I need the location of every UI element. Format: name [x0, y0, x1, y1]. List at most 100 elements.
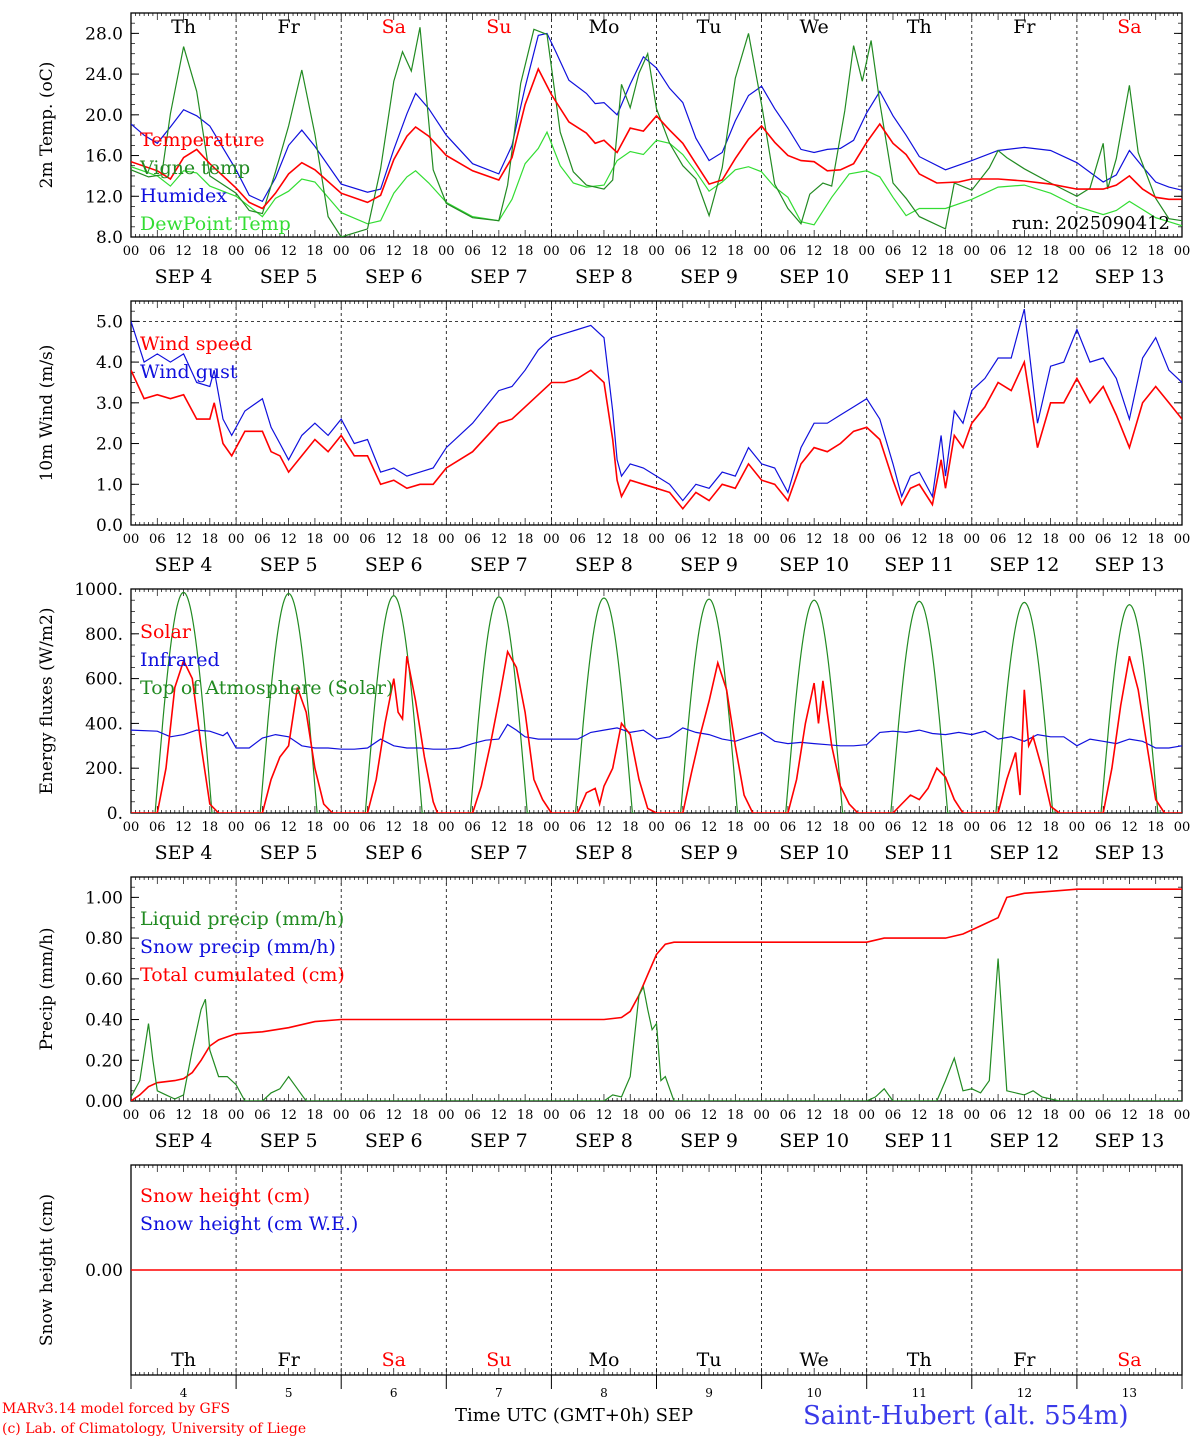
day-of-week-label: Th — [907, 16, 932, 38]
hour-tick-label: 06 — [990, 532, 1007, 547]
panel-4: 0.00 0.20 0.40 0.60 0.80 1.00 Precip (mm/h) Liq… — [37, 876, 1190, 1152]
date-label: SEP 5 — [260, 842, 318, 864]
series-line-vigne-temp — [131, 27, 1182, 237]
y-axis-label: Precip (mm/h) — [37, 927, 57, 1050]
hour-tick-label: 12 — [596, 244, 613, 259]
hour-tick-label: 12 — [1121, 532, 1138, 547]
hour-tick-label: 06 — [464, 244, 481, 259]
hour-tick-label: 18 — [622, 1108, 639, 1123]
hour-tick-label: 06 — [254, 820, 271, 835]
day-of-week-label: Su — [486, 1349, 511, 1371]
hour-tick-label: 00 — [964, 820, 981, 835]
x-axis-label: Time UTC (GMT+0h) SEP — [455, 1405, 694, 1426]
series-line-infrared — [131, 723, 1182, 750]
series-line-wind-gust — [131, 308, 1182, 502]
hour-tick-label: 00 — [964, 532, 981, 547]
series-line-liquid-precip-mm-h- — [131, 958, 1182, 1101]
hour-tick-label: 18 — [832, 820, 849, 835]
hour-tick-label: 06 — [675, 1108, 692, 1123]
legend-entry: Wind speed — [140, 333, 252, 355]
y-tick-label: 0.00 — [85, 1092, 123, 1112]
day-of-month-label: 7 — [495, 1386, 503, 1400]
hour-tick-label: 18 — [202, 244, 219, 259]
hour-tick-label: 12 — [491, 820, 508, 835]
hour-tick-label: 00 — [964, 244, 981, 259]
copyright-credit: (c) Lab. of Climatology, University of L… — [2, 1421, 307, 1437]
hour-tick-label: 06 — [885, 532, 902, 547]
series-line-dewpoint-temp — [131, 130, 1182, 227]
date-label: SEP 7 — [470, 266, 528, 288]
legend-entry: Total cumulated (cm) — [140, 964, 345, 986]
hour-tick-label: 18 — [517, 532, 534, 547]
hour-tick-label: 12 — [491, 244, 508, 259]
day-of-week-label: Sa — [1117, 1349, 1141, 1371]
hour-tick-label: 18 — [1147, 820, 1164, 835]
hour-tick-label: 18 — [1147, 532, 1164, 547]
date-label: SEP 6 — [365, 266, 423, 288]
series-line-wind-speed — [131, 359, 1182, 510]
y-tick-label: 0.0 — [96, 516, 123, 536]
hour-tick-label: 06 — [464, 1108, 481, 1123]
hour-tick-label: 00 — [648, 532, 665, 547]
hour-tick-label: 12 — [280, 820, 297, 835]
hour-tick-label: 12 — [701, 532, 718, 547]
hour-tick-label: 18 — [937, 532, 954, 547]
hour-tick-label: 12 — [175, 244, 192, 259]
panel-1: 8.0 12.0 16.0 20.0 24.0 28.0 2m Temp. (oC) Temp… — [37, 12, 1190, 288]
date-label: SEP 10 — [779, 554, 849, 576]
date-label: SEP 6 — [365, 842, 423, 864]
date-label: SEP 13 — [1095, 554, 1165, 576]
hour-tick-label: 12 — [806, 1108, 823, 1123]
hour-tick-label: 06 — [675, 820, 692, 835]
hour-tick-label: 18 — [937, 1108, 954, 1123]
hour-tick-label: 12 — [1121, 820, 1138, 835]
hour-tick-label: 18 — [412, 1108, 429, 1123]
hour-tick-label: 00 — [333, 820, 350, 835]
hour-tick-label: 18 — [517, 244, 534, 259]
day-of-week-label: Tu — [697, 1349, 722, 1371]
hour-tick-label: 12 — [175, 1108, 192, 1123]
hour-tick-label: 12 — [806, 820, 823, 835]
hour-tick-label: 06 — [569, 532, 586, 547]
hour-tick-label: 06 — [885, 244, 902, 259]
day-of-month-label: 8 — [600, 1386, 608, 1400]
series-line-total-cumulated-cm- — [131, 888, 1182, 1101]
hour-tick-label: 06 — [149, 244, 166, 259]
date-label: SEP 8 — [575, 1130, 633, 1152]
date-label: SEP 12 — [989, 266, 1059, 288]
run-annotation: run: 2025090412 — [1012, 213, 1170, 234]
hour-tick-label: 06 — [1095, 244, 1112, 259]
legend-entry: Humidex — [140, 185, 227, 207]
y-tick-label: 600. — [85, 670, 123, 690]
date-label: SEP 12 — [989, 842, 1059, 864]
hour-tick-label: 18 — [202, 820, 219, 835]
hour-tick-label: 06 — [885, 820, 902, 835]
hour-tick-label: 12 — [280, 244, 297, 259]
hour-tick-label: 00 — [753, 532, 770, 547]
day-of-week-label: Sa — [382, 1349, 406, 1371]
date-label: SEP 4 — [155, 842, 213, 864]
hour-tick-label: 00 — [543, 820, 560, 835]
hour-tick-label: 12 — [1121, 1108, 1138, 1123]
day-of-week-label: We — [800, 1349, 829, 1371]
hour-tick-label: 00 — [438, 532, 455, 547]
hour-tick-label: 06 — [885, 1108, 902, 1123]
date-label: SEP 7 — [470, 1130, 528, 1152]
day-of-week-label: Mo — [588, 16, 619, 38]
hour-tick-label: 06 — [569, 244, 586, 259]
y-tick-label: 0.60 — [85, 970, 123, 990]
hour-tick-label: 00 — [1069, 244, 1086, 259]
hour-tick-label: 18 — [412, 244, 429, 259]
hour-tick-label: 18 — [1147, 244, 1164, 259]
day-of-week-label: Fr — [1013, 16, 1036, 38]
hour-tick-label: 12 — [911, 1108, 928, 1123]
y-axis-label: 10m Wind (m/s) — [37, 345, 57, 482]
hour-tick-label: 12 — [701, 1108, 718, 1123]
y-tick-label: 1000. — [74, 580, 123, 600]
y-tick-label: 1.0 — [96, 475, 123, 495]
hour-tick-label: 00 — [438, 820, 455, 835]
legend-entry: Snow height (cm) — [140, 1185, 310, 1207]
legend-entry: Temperature — [140, 129, 264, 151]
day-of-week-label: Fr — [278, 16, 301, 38]
hour-tick-label: 06 — [1095, 820, 1112, 835]
